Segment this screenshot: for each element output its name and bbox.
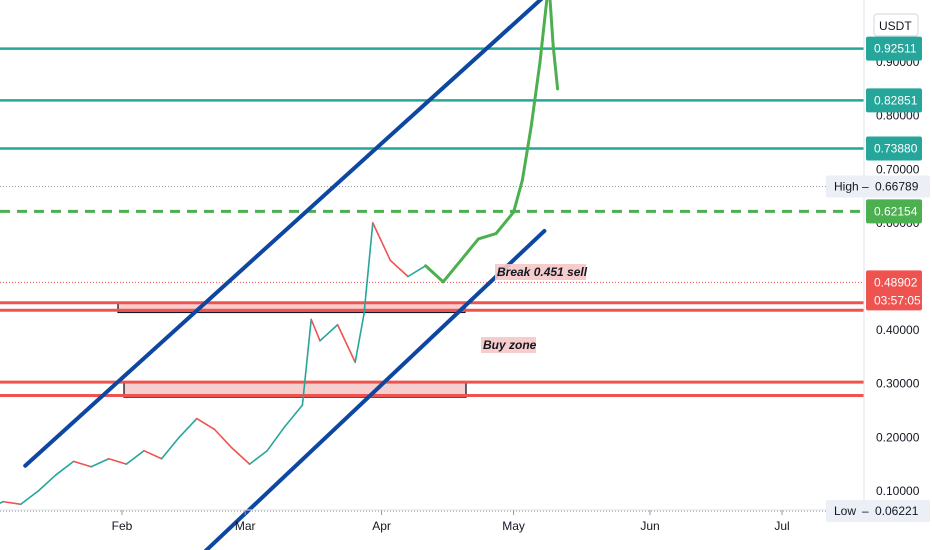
price-tick-label: 0.40000 [876,323,920,337]
price-segment [336,323,357,364]
time-tick-label: Apr [372,519,391,533]
high-tag-value: 0.66789 [875,180,919,194]
current-price-countdown: 03:57:05 [874,293,921,307]
price-segment [196,417,216,431]
price-segment [441,258,463,284]
buy-annotation: Buy zone [483,338,537,352]
price-segment [231,447,251,465]
price-segment [310,318,321,342]
level-price-tag-box[interactable] [866,88,922,113]
time-axis[interactable]: Feb Mar Apr May Jun Jul [112,510,790,533]
level-price-tag: 0.82851 [874,93,918,107]
price-segment [55,460,75,476]
price-segment [19,490,40,506]
price-segment [2,500,22,506]
price-tags: 0.92511 0.82851 0.73880 0.62154 0.48902 03:57… [826,36,930,523]
price-series [0,0,560,506]
price-tick-label: 0.20000 [876,430,920,444]
price-segment [266,425,286,452]
price-segment [213,428,233,449]
level-price-tag: 0.73880 [874,142,918,156]
dash-glyph: – [862,504,869,518]
price-segment [354,313,365,364]
annotation-background [495,264,586,280]
channel-lower-line[interactable] [188,228,547,550]
price-segment [301,318,313,406]
level-price-tag: 0.62154 [874,204,918,218]
price-segment [72,460,92,468]
price-segment [248,449,269,465]
low-tag-value: 0.06221 [875,504,919,518]
time-tick-label: Jun [640,519,659,533]
currency-label: USDT [879,19,912,33]
high-tag-box [826,175,930,198]
price-segment [371,222,392,262]
currency-badge-box[interactable] [873,13,919,37]
price-segment [551,44,560,91]
price-segment [178,417,198,439]
price-segment [37,474,57,492]
price-segment [160,436,180,460]
price-segment [512,178,524,214]
level-price-tag-box[interactable] [866,199,922,224]
time-tick-label: Feb [112,519,133,533]
time-tick-label: Mar [235,519,256,533]
price-tick-label: 0.10000 [876,484,920,498]
reference-lines [0,186,864,512]
sell-annotation: Break 0.451 sell [497,265,588,279]
dash-glyph: – [862,180,869,194]
price-segment [389,259,409,278]
time-tick-label: May [502,519,525,533]
price-segment [125,449,145,465]
price-segment [90,457,110,468]
price-segment [529,60,542,128]
price-segment [476,232,498,241]
time-tick-label: Jul [774,519,789,533]
high-tag-label: High [834,180,859,194]
price-segment [538,0,549,64]
price-segment [143,449,163,460]
price-segment [363,222,374,315]
price-segment [407,264,427,278]
price-segment [108,457,128,465]
price-segment [424,264,445,284]
price-segment [0,500,4,504]
price-segment [319,323,339,342]
current-price-value: 0.48902 [874,275,918,289]
current-price-tag-box[interactable] [866,270,922,311]
price-segment [494,210,516,236]
low-tag-label: Low [834,504,856,518]
price-tick-label: 0.70000 [876,162,920,176]
price-segment [459,237,480,262]
price-tick-label: 0.30000 [876,377,920,391]
level-price-tag-box[interactable] [866,36,922,61]
price-segment [283,404,304,428]
level-price-tag: 0.92511 [874,42,917,56]
annotation-background [481,337,536,353]
low-tag-box [826,500,930,523]
annotations: Break 0.451 sell Buy zone [481,264,588,353]
currency-badge[interactable]: USDT [873,13,919,37]
price-segment [548,0,555,48]
level-lines [0,47,864,397]
channel-upper-line[interactable] [23,0,566,468]
channel-lines [23,0,566,550]
level-price-tag-box[interactable] [866,136,922,161]
price-segment [520,124,533,182]
